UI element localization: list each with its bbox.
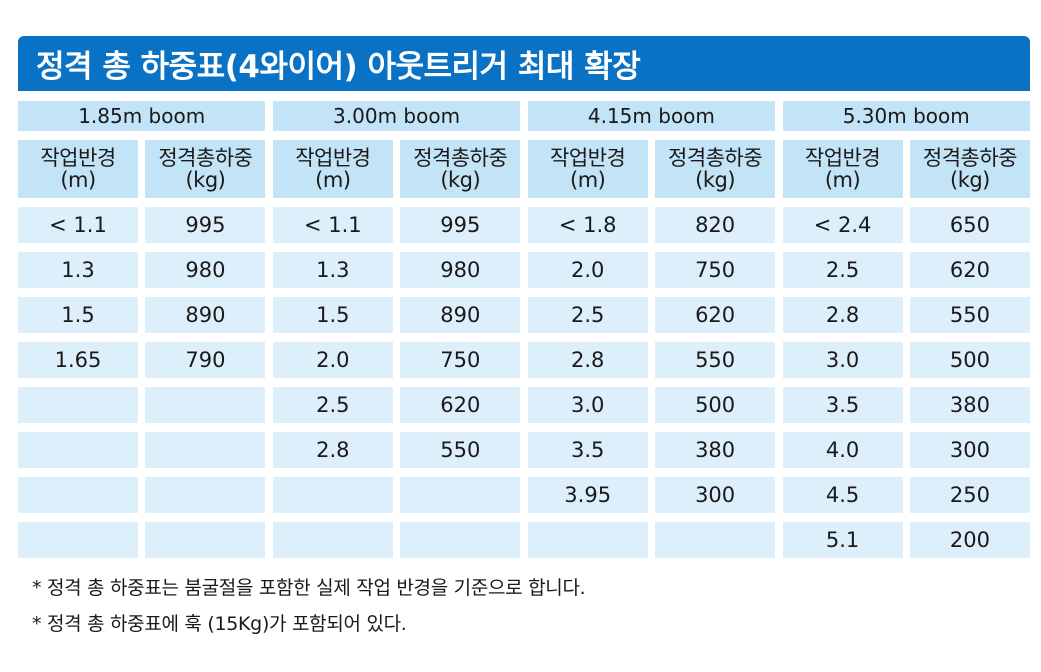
load-cell: 300	[909, 432, 1030, 468]
radius-column-header: 작업반경 (m)	[782, 140, 903, 198]
radius-cell: 4.0	[782, 432, 903, 468]
load-cell: 820	[655, 207, 776, 243]
radius-column-header: 작업반경 (m)	[18, 140, 138, 198]
footnote: * 정격 총 하중표는 붐굴절을 포함한 실제 작업 반경을 기준으로 합니다.	[32, 577, 586, 599]
load-cell: 980	[145, 252, 266, 288]
load-cell: 250	[909, 477, 1030, 513]
radius-header-label: 작업반경	[295, 146, 371, 170]
radius-cell: 2.0	[272, 342, 393, 378]
radius-cell: 3.0	[782, 342, 903, 378]
load-cell: 790	[145, 342, 266, 378]
radius-cell	[18, 522, 138, 558]
radius-cell: 2.5	[272, 387, 393, 423]
load-cell	[400, 522, 521, 558]
load-cell: 500	[909, 342, 1030, 378]
radius-cell: 3.5	[782, 387, 903, 423]
load-header-unit: (kg)	[950, 168, 990, 192]
load-cell	[655, 522, 776, 558]
load-cell: 995	[400, 207, 521, 243]
radius-cell: 3.0	[527, 387, 648, 423]
radius-cell: 2.0	[527, 252, 648, 288]
radius-cell: 2.8	[782, 297, 903, 333]
load-header-label: 정격총하중	[668, 146, 763, 170]
radius-cell	[18, 477, 138, 513]
page-title: 정격 총 하중표(4와이어) 아웃트리거 최대 확장	[36, 49, 641, 85]
load-cell: 620	[400, 387, 521, 423]
radius-cell: < 1.1	[18, 207, 138, 243]
radius-cell	[272, 477, 393, 513]
boom-header: 4.15m boom	[527, 101, 776, 131]
radius-cell	[527, 522, 648, 558]
radius-column-header: 작업반경 (m)	[272, 140, 393, 198]
load-cell: 380	[655, 432, 776, 468]
load-cell: 300	[655, 477, 776, 513]
load-header-label: 정격총하중	[413, 146, 508, 170]
load-cell	[145, 432, 266, 468]
radius-cell: < 1.8	[527, 207, 648, 243]
load-cell: 750	[400, 342, 521, 378]
radius-cell: 1.3	[272, 252, 393, 288]
radius-cell: < 2.4	[782, 207, 903, 243]
radius-header-label: 작업반경	[40, 146, 116, 170]
load-cell	[145, 477, 266, 513]
radius-header-unit: (m)	[824, 168, 861, 192]
load-cell	[145, 522, 266, 558]
radius-cell: 3.5	[527, 432, 648, 468]
load-cell: 995	[145, 207, 266, 243]
radius-cell	[18, 387, 138, 423]
radius-cell: 1.5	[272, 297, 393, 333]
load-cell: 620	[655, 297, 776, 333]
load-cell: 890	[400, 297, 521, 333]
radius-cell: 1.5	[18, 297, 138, 333]
radius-header-unit: (m)	[315, 168, 351, 192]
load-header-label: 정격총하중	[158, 146, 253, 170]
radius-cell: < 1.1	[272, 207, 393, 243]
load-cell: 890	[145, 297, 266, 333]
radius-cell: 3.95	[527, 477, 648, 513]
radius-header-unit: (m)	[570, 168, 606, 192]
radius-cell: 2.5	[527, 297, 648, 333]
radius-column-header: 작업반경 (m)	[527, 140, 648, 198]
load-cell: 750	[655, 252, 776, 288]
load-cell: 380	[909, 387, 1030, 423]
radius-cell: 2.8	[272, 432, 393, 468]
boom-header: 3.00m boom	[272, 101, 521, 131]
load-cell: 550	[655, 342, 776, 378]
radius-cell: 1.3	[18, 252, 138, 288]
load-cell: 980	[400, 252, 521, 288]
load-column-header: 정격총하중 (kg)	[655, 140, 776, 198]
load-cell: 620	[909, 252, 1030, 288]
radius-header-unit: (m)	[60, 168, 96, 192]
load-header-label: 정격총하중	[922, 146, 1018, 170]
radius-cell	[18, 432, 138, 468]
load-cell: 550	[909, 297, 1030, 333]
load-column-header: 정격총하중 (kg)	[400, 140, 521, 198]
boom-header: 1.85m boom	[18, 101, 266, 131]
radius-cell: 5.1	[782, 522, 903, 558]
load-cell: 200	[909, 522, 1030, 558]
load-header-unit: (kg)	[185, 168, 226, 192]
footnotes: * 정격 총 하중표는 붐굴절을 포함한 실제 작업 반경을 기준으로 합니다.…	[32, 570, 1022, 642]
load-cell: 650	[909, 207, 1030, 243]
load-header-unit: (kg)	[440, 168, 481, 192]
load-chart-table: 1.85m boom 3.00m boom 4.15m boom 5.30m boom…	[18, 101, 1030, 558]
load-cell	[400, 477, 521, 513]
load-cell: 500	[655, 387, 776, 423]
load-cell	[145, 387, 266, 423]
title-bar: 정격 총 하중표(4와이어) 아웃트리거 최대 확장	[18, 36, 1030, 91]
radius-header-label: 작업반경	[804, 146, 881, 170]
footnote: * 정격 총 하중표에 훅 (15Kg)가 포함되어 있다.	[32, 613, 407, 635]
load-column-header: 정격총하중 (kg)	[909, 140, 1030, 198]
boom-header: 5.30m boom	[782, 101, 1030, 131]
radius-cell: 2.5	[782, 252, 903, 288]
radius-cell: 4.5	[782, 477, 903, 513]
load-column-header: 정격총하중 (kg)	[145, 140, 266, 198]
radius-cell: 2.8	[527, 342, 648, 378]
load-cell: 550	[400, 432, 521, 468]
load-header-unit: (kg)	[695, 168, 736, 192]
radius-cell	[272, 522, 393, 558]
radius-cell: 1.65	[18, 342, 138, 378]
radius-header-label: 작업반경	[550, 146, 626, 170]
